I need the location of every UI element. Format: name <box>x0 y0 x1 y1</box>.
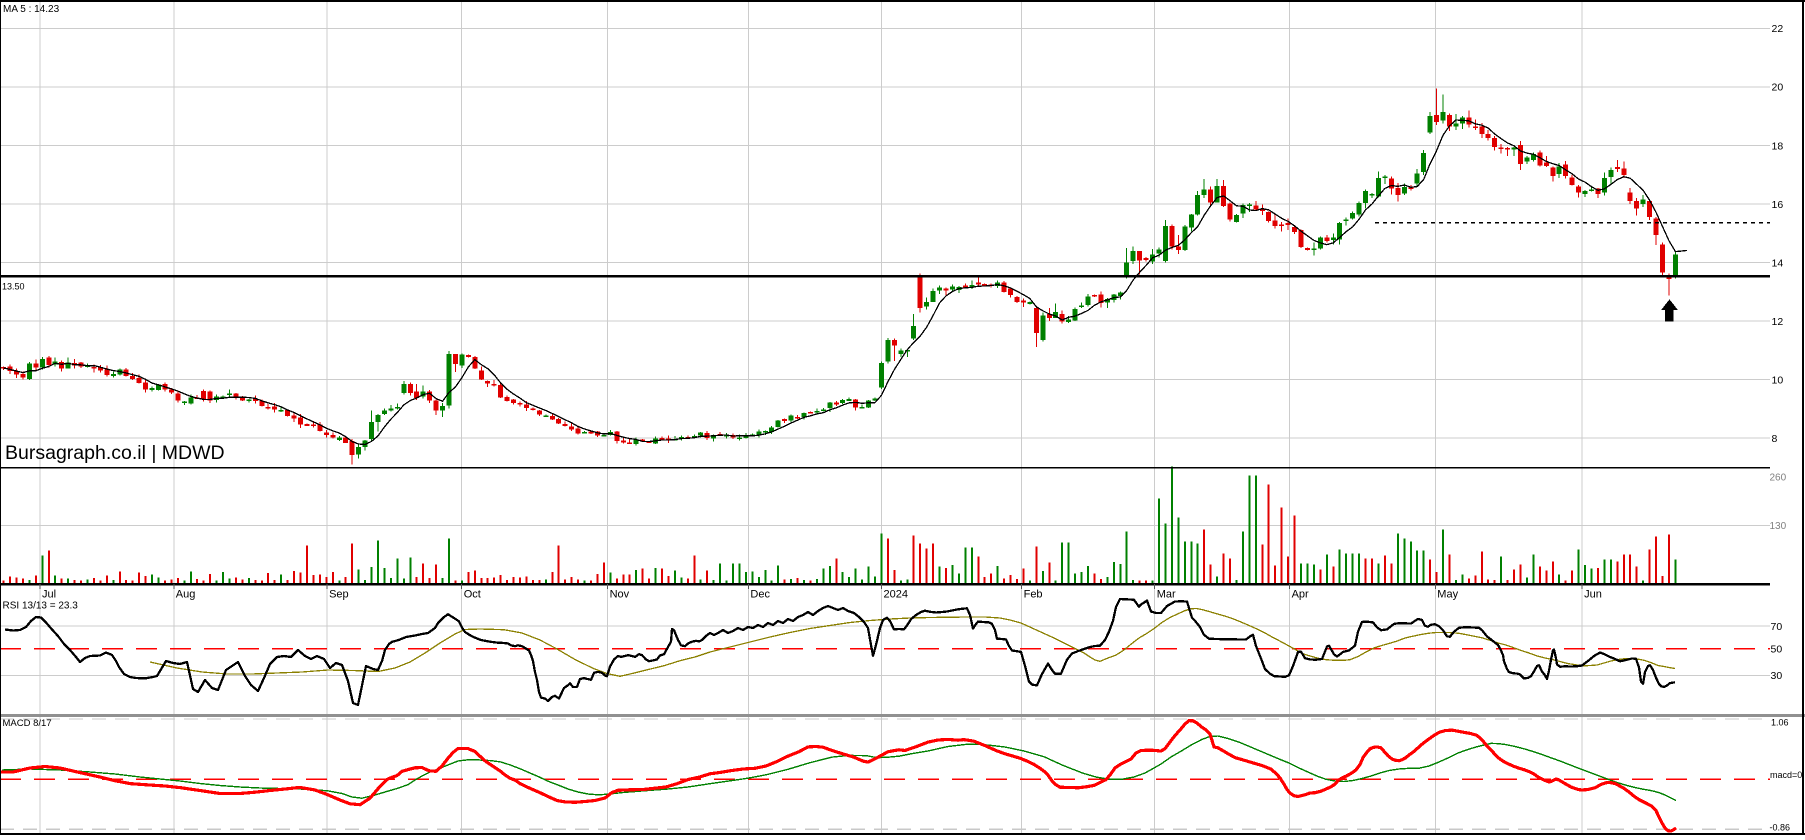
svg-text:70: 70 <box>1771 621 1783 633</box>
svg-text:Jul: Jul <box>42 589 56 601</box>
svg-text:May: May <box>1437 589 1458 601</box>
svg-text:MACD 8/17: MACD 8/17 <box>3 718 52 729</box>
svg-text:1.06: 1.06 <box>1771 718 1789 728</box>
svg-text:14: 14 <box>1772 257 1784 269</box>
svg-text:MA 5 : 14.23: MA 5 : 14.23 <box>3 4 60 15</box>
svg-text:Jun: Jun <box>1584 589 1602 601</box>
svg-text:8: 8 <box>1772 433 1778 445</box>
svg-text:18: 18 <box>1772 140 1784 152</box>
svg-text:Apr: Apr <box>1292 589 1309 601</box>
svg-text:Oct: Oct <box>464 589 481 601</box>
svg-text:Nov: Nov <box>610 589 630 601</box>
svg-text:130: 130 <box>1770 521 1787 532</box>
svg-text:13.50: 13.50 <box>2 282 25 292</box>
svg-text:22: 22 <box>1772 23 1784 35</box>
svg-text:Aug: Aug <box>176 589 196 601</box>
svg-text:12: 12 <box>1772 316 1784 328</box>
svg-text:-0.86: -0.86 <box>1770 822 1791 832</box>
svg-text:Feb: Feb <box>1024 589 1043 601</box>
svg-text:Bursagraph.co.il | MDWD: Bursagraph.co.il | MDWD <box>5 442 225 464</box>
svg-text:30: 30 <box>1771 670 1783 682</box>
svg-text:20: 20 <box>1772 82 1784 94</box>
svg-text:16: 16 <box>1772 199 1784 211</box>
svg-text:10: 10 <box>1772 374 1784 386</box>
svg-text:Dec: Dec <box>750 589 770 601</box>
svg-text:Mar: Mar <box>1157 589 1176 601</box>
svg-text:Sep: Sep <box>329 589 349 601</box>
svg-text:260: 260 <box>1770 472 1787 483</box>
svg-text:2024: 2024 <box>884 589 908 601</box>
svg-text:RSI 13/13 = 23.3: RSI 13/13 = 23.3 <box>3 601 79 612</box>
svg-text:macd=0: macd=0 <box>1770 770 1802 780</box>
svg-text:50: 50 <box>1771 643 1783 655</box>
